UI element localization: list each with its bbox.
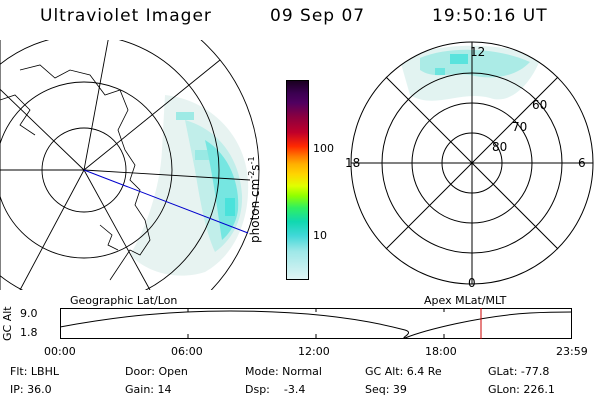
info-gain: Gain: 14	[125, 383, 172, 396]
altitude-curve	[60, 310, 573, 339]
alt-y-max: 9.0	[20, 307, 38, 320]
gc-alt-axis-label: GC Alt	[1, 306, 14, 341]
mlat-label-80: 80	[492, 140, 508, 154]
info-seq: Seq: 39	[365, 383, 407, 396]
mlt-label-12: 12	[470, 45, 486, 59]
time-tick-2359: 23:59	[556, 345, 588, 358]
info-gc-alt: GC Alt: 6.4 Re	[365, 365, 442, 378]
mlat-label-60: 60	[532, 98, 548, 112]
info-ip: IP: 36.0	[10, 383, 52, 396]
mlt-radials	[351, 42, 593, 284]
time-tick-0000: 00:00	[44, 345, 76, 358]
mlt-label-6: 6	[578, 156, 586, 170]
mlat-label-70: 70	[512, 120, 528, 134]
colorbar-tick-100: 100	[313, 142, 334, 155]
info-dsp: Dsp: -3.4	[245, 383, 306, 396]
time-tick-1800: 18:00	[425, 345, 457, 358]
aurora-emission-left	[130, 95, 249, 276]
mlat-mlt-plot	[350, 41, 594, 285]
orbit-track	[83, 169, 249, 234]
alt-y-min: 1.8	[20, 326, 38, 339]
info-door: Door: Open	[125, 365, 188, 378]
app-title: Ultraviolet Imager	[40, 6, 212, 26]
info-filter: Flt: LBHL	[10, 365, 59, 378]
mlt-label-0: 0	[468, 276, 476, 290]
apex-caption: Apex MLat/MLT	[424, 294, 507, 307]
colorbar-unit-label: photon cm-2s-1	[247, 156, 262, 243]
meridians-left	[0, 40, 251, 290]
time-tick-1200: 12:00	[298, 345, 330, 358]
color-scale-bar	[286, 80, 309, 280]
info-glon: GLon: 226.1	[488, 383, 555, 396]
coastline	[19, 64, 151, 281]
date-label: 09 Sep 07	[270, 6, 366, 26]
geographic-map	[0, 40, 260, 290]
mlt-label-18: 18	[345, 156, 361, 170]
info-mode: Mode: Normal	[245, 365, 322, 378]
altitude-plot	[60, 308, 573, 339]
time-label: 19:50:16 UT	[432, 6, 548, 26]
time-tick-0600: 06:00	[171, 345, 203, 358]
colorbar-tick-10: 10	[313, 229, 327, 242]
geographic-caption: Geographic Lat/Lon	[70, 294, 178, 307]
info-glat: GLat: -77.8	[488, 365, 550, 378]
